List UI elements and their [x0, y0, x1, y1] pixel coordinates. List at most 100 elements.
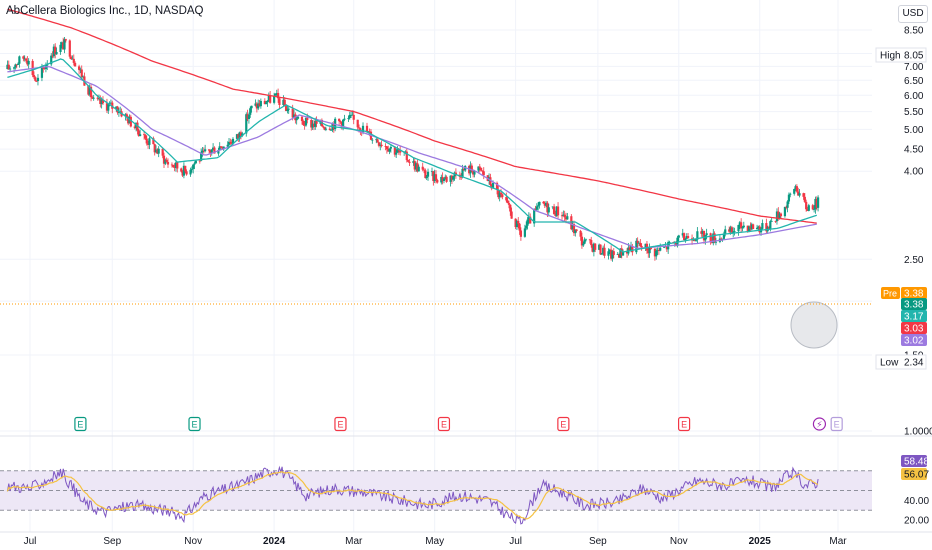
candle-body: [774, 220, 777, 222]
low-marker-label: Low: [880, 358, 899, 369]
candle-body: [107, 104, 110, 111]
candle-body: [481, 170, 484, 172]
currency-button[interactable]: USD: [898, 5, 928, 23]
candle-body: [620, 248, 623, 256]
candle-body: [505, 197, 508, 201]
candle-body: [611, 251, 614, 259]
candle-body: [588, 239, 591, 241]
candle-body: [342, 119, 345, 127]
candle-body: [34, 77, 37, 81]
candle-body: [36, 77, 40, 82]
rsi-value-tag: 58.48: [901, 455, 929, 468]
candle-body: [55, 52, 58, 55]
x-tick-label: Mar: [829, 536, 847, 547]
candle-body: [442, 178, 446, 181]
candle-body: [153, 144, 156, 153]
earnings-event-icon: E: [830, 416, 843, 432]
event-badge: [812, 417, 827, 431]
event-label: E: [192, 420, 198, 430]
candle-body: [523, 228, 526, 237]
candle-body: [564, 217, 568, 220]
candle-body: [659, 247, 662, 251]
x-tick-label: May: [425, 536, 444, 547]
candle-body: [192, 164, 195, 169]
candle-body: [144, 135, 147, 139]
candle-body: [343, 118, 346, 120]
candle-body: [498, 192, 501, 198]
candle-body: [746, 225, 749, 232]
candle-body: [274, 93, 277, 96]
candle-body: [417, 166, 420, 172]
candle-body: [278, 98, 281, 105]
event-label: ⚡: [816, 420, 822, 430]
candle-body: [92, 97, 95, 99]
last-price-tag: 3.38: [901, 298, 927, 311]
candle-body: [733, 231, 736, 232]
candle-body: [59, 44, 62, 53]
candle-body: [710, 241, 714, 243]
candle-body: [770, 220, 773, 222]
candle-body: [72, 58, 75, 63]
candle-body: [665, 245, 668, 250]
candle-body: [127, 117, 130, 124]
candle-body: [295, 118, 298, 121]
candle-body: [694, 239, 698, 241]
earnings-event-icon: E: [334, 416, 347, 432]
candle-body: [556, 206, 560, 216]
candle-body: [217, 150, 220, 154]
candle-body: [769, 221, 772, 230]
candle-body: [778, 213, 781, 218]
candle-body: [551, 206, 554, 208]
candle-body: [7, 64, 10, 70]
candle-body: [608, 249, 611, 252]
candle-body: [562, 214, 565, 217]
candle-body: [255, 103, 258, 109]
candle-body: [434, 174, 438, 181]
candle-body: [580, 236, 584, 246]
candle-body: [547, 207, 550, 213]
candle-body: [440, 176, 443, 183]
candle-body: [100, 99, 103, 105]
candle-body: [52, 46, 55, 57]
high-marker-bg: [875, 47, 927, 63]
y-tick-label: 2.50: [904, 255, 924, 266]
candle-body: [478, 166, 481, 168]
candle-body: [545, 202, 548, 206]
rsi-value-tag-bg: [901, 455, 927, 467]
candle-body: [592, 243, 595, 252]
candle-body: [748, 226, 751, 232]
high-marker-value: 8.05: [904, 51, 924, 62]
candle-body: [702, 230, 706, 241]
candle-body: [518, 223, 521, 231]
candle-body: [600, 253, 603, 255]
event-label: E: [337, 420, 343, 430]
ma-purple-line: [7, 65, 817, 249]
candle-body: [489, 177, 492, 185]
earnings-event-icon: E: [557, 416, 570, 432]
candle-body: [412, 161, 415, 163]
candle-body: [610, 249, 613, 259]
candle-body: [287, 108, 290, 110]
x-tick-label: 2024: [263, 536, 286, 547]
candle-body: [482, 171, 485, 176]
candle-body: [430, 171, 434, 173]
candle-body: [266, 100, 269, 103]
candle-body: [79, 69, 82, 71]
candle-body: [616, 254, 619, 255]
candle-body: [714, 241, 718, 243]
candle-body: [637, 242, 641, 244]
candle-body: [340, 121, 343, 127]
candle-body: [296, 116, 300, 119]
candle-body: [519, 230, 523, 237]
pre-market-tag-value: 3.38: [904, 289, 924, 300]
candle-body: [380, 144, 383, 147]
candle-body: [574, 229, 577, 234]
candle-body: [514, 218, 517, 228]
last-price-tag-text: 3.38: [904, 300, 924, 311]
candle-body: [323, 127, 326, 130]
candle-body: [125, 114, 128, 118]
candle-body: [408, 161, 411, 163]
candle-body: [51, 55, 54, 57]
